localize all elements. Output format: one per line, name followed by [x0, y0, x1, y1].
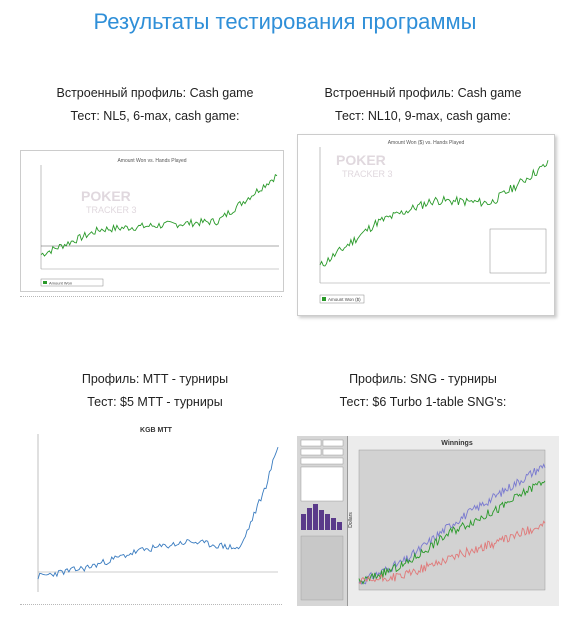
- series-line-2: [358, 520, 546, 585]
- section-profile-label: Профиль: SNG - турниры: [349, 372, 497, 386]
- y-axis-label: Dollars: [348, 512, 354, 528]
- svg-text:TRACKER 3: TRACKER 3: [342, 169, 393, 179]
- series-line: [40, 174, 278, 257]
- stats-panel: [297, 436, 348, 606]
- svg-text:TRACKER 3: TRACKER 3: [86, 205, 137, 215]
- series-line-1: [358, 480, 546, 585]
- page-title: Результаты тестирования программы: [93, 9, 477, 34]
- chart-legend-label: Amount Won: [49, 281, 72, 286]
- svg-text:POKER: POKER: [81, 188, 131, 204]
- section-nl5: Встроенный профиль: Cash game Тест: NL5,…: [30, 82, 280, 128]
- section-mtt: Профиль: MTT - турниры Тест: $5 MTT - ту…: [30, 368, 280, 414]
- section-nl10: Встроенный профиль: Cash game Тест: NL10…: [298, 82, 548, 128]
- chart-nl5: Amount Won vs. Hands Played POKER TRACKE…: [40, 158, 279, 287]
- chart-mtt: KGB MTT: [37, 427, 279, 592]
- chart-sng: Winnings Dollars: [348, 440, 546, 591]
- section-profile-label: Профиль: MTT - турниры: [81, 372, 229, 386]
- series-line: [37, 446, 279, 580]
- chart-nl5-frame: Amount Won vs. Hands Played POKER TRACKE…: [20, 150, 284, 292]
- section-test-label: Тест: $5 MTT - турниры: [87, 395, 223, 409]
- chart-title: Winnings: [441, 440, 473, 447]
- chart-nl10: Amount Won ($) vs. Hands Played POKER TR…: [319, 140, 550, 304]
- section-test-label: Тест: $6 Turbo 1-table SNG's:: [339, 395, 507, 409]
- chart-sng-frame: Winnings Dollars: [297, 436, 559, 606]
- chart-mtt-frame: KGB MTT: [20, 420, 282, 596]
- section-sng: Профиль: SNG - турниры Тест: $6 Turbo 1-…: [298, 368, 548, 414]
- svg-text:Amount Won ($) vs. Hands Playe: Amount Won ($) vs. Hands Played: [388, 140, 465, 146]
- chart-title: KGB MTT: [140, 427, 173, 434]
- section-test-label: Тест: NL5, 6-max, cash game:: [70, 109, 240, 123]
- svg-text:Amount Won vs. Hands Played: Amount Won vs. Hands Played: [117, 158, 186, 164]
- series-line-0: [358, 463, 546, 585]
- series-line: [319, 160, 549, 267]
- section-profile-label: Встроенный профиль: Cash game: [56, 86, 254, 100]
- section-profile-label: Встроенный профиль: Cash game: [324, 86, 522, 100]
- svg-text:POKER: POKER: [336, 152, 386, 168]
- chart-legend-label: Amount Won ($): [328, 297, 361, 302]
- section-test-label: Тест: NL10, 9-max, cash game:: [335, 109, 511, 123]
- chart-nl10-frame: Amount Won ($) vs. Hands Played POKER TR…: [297, 134, 555, 316]
